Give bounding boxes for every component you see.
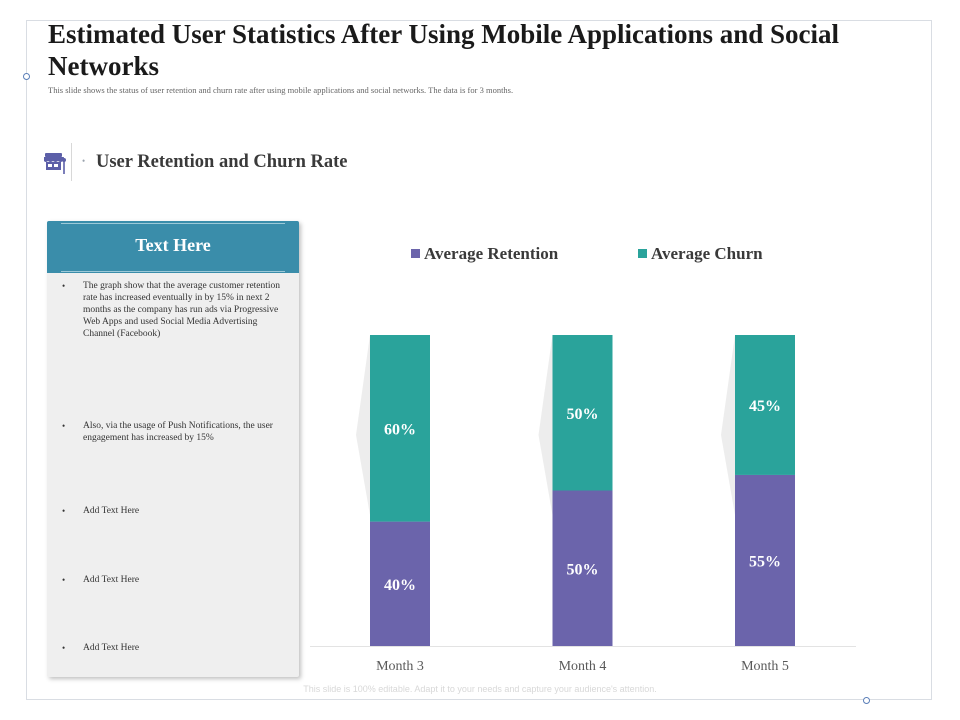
bar-shadow xyxy=(538,335,553,515)
card-header: Text Here xyxy=(47,221,299,273)
card-header-rule xyxy=(61,271,285,272)
x-tick-label: Month 5 xyxy=(741,659,789,674)
data-label: 40% xyxy=(384,577,416,594)
data-label: 55% xyxy=(749,553,781,570)
card-title: Text Here xyxy=(135,235,211,255)
page-subtitle: This slide shows the status of user rete… xyxy=(48,85,514,95)
data-label: 50% xyxy=(567,406,599,423)
frame-handle xyxy=(23,73,30,80)
section-divider xyxy=(71,143,72,181)
bar-shadow xyxy=(356,335,370,515)
bar-retention xyxy=(735,474,795,646)
bar-retention xyxy=(552,490,613,646)
frame-handle xyxy=(863,697,870,704)
data-label: 60% xyxy=(384,421,416,438)
x-tick-label: Month 4 xyxy=(559,659,607,674)
text-card: Text Here The graph show that the averag… xyxy=(47,221,299,677)
retention-churn-chart: Average Retention Average Churn 40% 60% Mo… xyxy=(300,230,910,690)
section-title: User Retention and Churn Rate xyxy=(96,152,348,172)
legend-label: Average Churn xyxy=(651,244,763,263)
slide-frame xyxy=(23,20,932,704)
legend-item-churn: Average Churn xyxy=(638,244,763,264)
page-title: Estimated User Statistics After Using Mo… xyxy=(48,19,840,81)
bar-churn xyxy=(552,335,613,491)
chart-plot: 40% 60% Month 3 50% 50% Month 4 55% 45% Month 5 xyxy=(310,335,856,674)
card-bullet: Also, via the usage of Push Notification… xyxy=(61,420,286,444)
legend-label: Average Retention xyxy=(424,244,559,263)
card-bullet: Add Text Here xyxy=(61,574,286,586)
bar-churn xyxy=(735,335,795,475)
card-bullet: Add Text Here xyxy=(61,505,286,517)
bar-churn xyxy=(370,335,430,522)
card-bullet: The graph show that the average customer… xyxy=(61,280,286,340)
card-header-rule xyxy=(61,223,285,224)
bar-retention xyxy=(370,521,430,646)
section-bullet: • xyxy=(82,156,86,166)
data-label: 45% xyxy=(749,398,781,415)
legend-swatch-churn xyxy=(638,249,647,258)
store-icon xyxy=(44,153,66,174)
footer-note: This slide is 100% editable. Adapt it to… xyxy=(303,684,657,694)
data-label: 50% xyxy=(567,561,599,578)
x-tick-label: Month 3 xyxy=(376,659,424,674)
legend-swatch-retention xyxy=(411,249,420,258)
legend-item-retention: Average Retention xyxy=(411,244,558,264)
card-bullet: Add Text Here xyxy=(61,642,286,654)
bar-shadow xyxy=(721,335,735,515)
